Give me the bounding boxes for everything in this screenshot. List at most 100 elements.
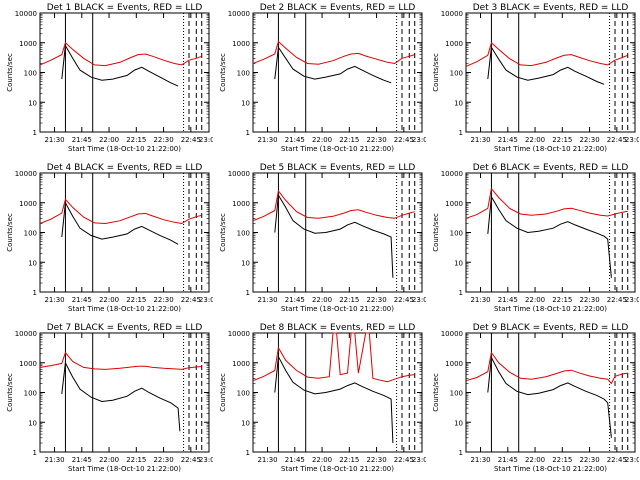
- detector-panel: Det 8 BLACK = Events, RED = LLD 1 10 100 100…: [213, 320, 426, 480]
- x-tick-label: 22:30: [366, 456, 386, 464]
- detector-panel: Det 4 BLACK = Events, RED = LLD 1 10 100 100…: [0, 160, 213, 320]
- x-tick-label: 22:30: [153, 296, 173, 304]
- lld-series-line: [252, 40, 415, 65]
- x-tick-label: 22:15: [552, 456, 572, 464]
- lld-series-line: [465, 351, 628, 385]
- y-tick-label: 10000: [228, 170, 250, 178]
- y-tick-label: 1000: [445, 40, 463, 48]
- y-tick-label: 1: [246, 449, 250, 457]
- y-tick-label: 1: [459, 289, 463, 297]
- y-tick-label: 1: [459, 129, 463, 137]
- x-tick-label: 21:45: [498, 296, 518, 304]
- x-tick-label: 23:00: [412, 296, 426, 304]
- chart-title: Det 3 BLACK = Events, RED = LLD: [473, 3, 629, 13]
- y-tick-label: 1000: [19, 40, 37, 48]
- x-tick-label: 21:30: [470, 136, 490, 144]
- y-tick-label: 10: [241, 419, 250, 427]
- x-tick-label: 22:15: [339, 296, 359, 304]
- x-tick-label: 23:00: [199, 136, 213, 144]
- x-tick-label: 22:00: [99, 296, 119, 304]
- y-tick-label: 10000: [441, 10, 463, 18]
- detector-panel: Det 2 BLACK = Events, RED = LLD 1 10 100 100…: [213, 0, 426, 160]
- y-tick-label: 1000: [19, 360, 37, 368]
- x-tick-label: 21:30: [470, 296, 490, 304]
- detector-chart: Det 3 BLACK = Events, RED = LLD 1 10 100 100…: [432, 3, 639, 153]
- lld-series-line: [252, 332, 415, 383]
- y-tick-label: 1: [33, 449, 37, 457]
- x-tick-label: 23:00: [625, 456, 639, 464]
- x-tick-label: 22:45: [394, 456, 414, 464]
- events-series-line: [274, 355, 394, 444]
- detector-chart: Det 5 BLACK = Events, RED = LLD 1 10 100 100…: [219, 163, 426, 313]
- x-tick-label: 23:00: [625, 136, 639, 144]
- x-tick-label: 21:45: [72, 136, 92, 144]
- detector-panel: Det 3 BLACK = Events, RED = LLD 1 10 100 100…: [426, 0, 639, 160]
- x-tick-label: 21:30: [44, 136, 64, 144]
- detector-chart: Det 2 BLACK = Events, RED = LLD 1 10 100 100…: [219, 3, 426, 153]
- detector-chart: Det 9 BLACK = Events, RED = LLD 1 10 100 100…: [432, 323, 639, 473]
- y-tick-label: 100: [450, 230, 463, 238]
- x-tick-label: 22:45: [181, 136, 201, 144]
- x-tick-label: 22:45: [181, 456, 201, 464]
- y-tick-label: 10: [28, 419, 37, 427]
- y-axis-label: Counts/sec: [432, 213, 440, 252]
- events-series-line: [487, 45, 605, 85]
- lld-series-line: [465, 187, 628, 219]
- y-tick-label: 10: [241, 259, 250, 267]
- chart-title: Det 4 BLACK = Events, RED = LLD: [47, 163, 203, 173]
- events-series-line: [61, 361, 181, 432]
- x-tick-label: 23:00: [412, 456, 426, 464]
- x-tick-label: 21:30: [44, 296, 64, 304]
- y-tick-label: 10000: [441, 170, 463, 178]
- events-series-line: [274, 193, 394, 278]
- y-tick-label: 10000: [441, 330, 463, 338]
- y-tick-label: 1000: [232, 40, 250, 48]
- chart-title: Det 2 BLACK = Events, RED = LLD: [260, 3, 416, 13]
- detector-panel: Det 6 BLACK = Events, RED = LLD 1 10 100 100…: [426, 160, 639, 320]
- y-tick-label: 10000: [15, 170, 37, 178]
- y-tick-label: 1000: [19, 200, 37, 208]
- y-axis-label: Counts/sec: [219, 213, 227, 252]
- chart-title: Det 8 BLACK = Events, RED = LLD: [260, 323, 416, 333]
- x-tick-label: 23:00: [625, 296, 639, 304]
- x-tick-label: 22:30: [579, 136, 599, 144]
- x-axis-label: Start Time (18-Oct-10 21:22:00): [68, 305, 181, 313]
- x-tick-label: 21:45: [498, 136, 518, 144]
- events-series-line: [61, 201, 179, 245]
- x-tick-label: 21:30: [257, 296, 277, 304]
- x-tick-label: 22:45: [181, 296, 201, 304]
- detector-chart: Det 4 BLACK = Events, RED = LLD 1 10 100 100…: [6, 163, 213, 313]
- x-tick-label: 22:30: [579, 456, 599, 464]
- y-axis-label: Counts/sec: [219, 53, 227, 92]
- x-tick-label: 23:00: [412, 136, 426, 144]
- y-tick-label: 1: [246, 129, 250, 137]
- y-axis-label: Counts/sec: [6, 53, 14, 92]
- lld-series-line: [465, 41, 628, 67]
- y-tick-label: 10: [454, 259, 463, 267]
- x-tick-label: 21:30: [470, 456, 490, 464]
- y-tick-label: 1000: [445, 200, 463, 208]
- x-tick-label: 22:15: [552, 296, 572, 304]
- x-axis-label: Start Time (18-Oct-10 21:22:00): [494, 465, 607, 473]
- y-tick-label: 100: [24, 70, 37, 78]
- events-series-line: [274, 45, 392, 84]
- y-axis-label: Counts/sec: [6, 213, 14, 252]
- events-series-line: [61, 44, 179, 87]
- x-axis-label: Start Time (18-Oct-10 21:22:00): [281, 465, 394, 473]
- y-axis-label: Counts/sec: [432, 53, 440, 92]
- x-tick-label: 22:45: [394, 296, 414, 304]
- lld-series-line: [39, 41, 202, 67]
- x-axis-label: Start Time (18-Oct-10 21:22:00): [281, 305, 394, 313]
- x-tick-label: 22:30: [366, 136, 386, 144]
- y-tick-label: 10000: [228, 10, 250, 18]
- y-tick-label: 100: [450, 390, 463, 398]
- x-tick-label: 22:00: [312, 456, 332, 464]
- y-tick-label: 10000: [15, 10, 37, 18]
- y-tick-label: 1000: [232, 200, 250, 208]
- y-tick-label: 10000: [228, 330, 250, 338]
- x-tick-label: 21:45: [72, 456, 92, 464]
- detector-chart: Det 7 BLACK = Events, RED = LLD 1 10 100 100…: [6, 323, 213, 473]
- y-axis-label: Counts/sec: [6, 373, 14, 412]
- x-tick-label: 22:15: [126, 296, 146, 304]
